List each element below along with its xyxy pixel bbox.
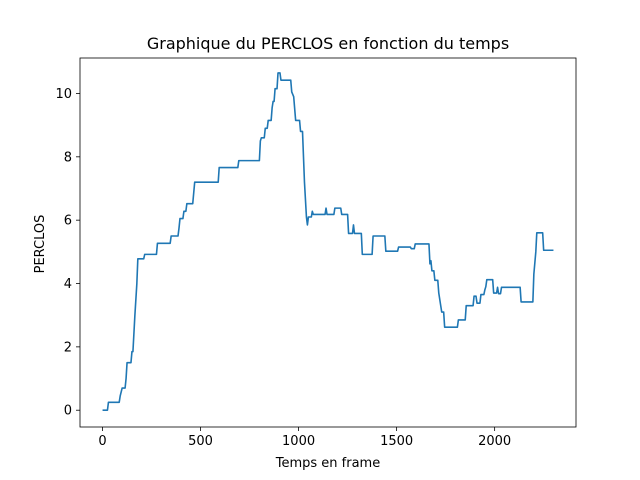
plot-frame	[79, 57, 577, 428]
series-line-0	[102, 72, 554, 412]
x-tick-label: 1500	[380, 434, 413, 449]
y-tick-label: 4	[64, 277, 72, 292]
plot-area: 0 500 1000 1500 2000 0 2 4 6 8 10	[55, 57, 577, 449]
x-tick-label: 1000	[282, 434, 315, 449]
y-tick-label: 0	[64, 404, 72, 419]
y-tick-label: 8	[64, 150, 72, 165]
x-tick-label: 0	[98, 434, 106, 449]
y-tick-label: 10	[55, 87, 72, 102]
y-tick-label: 6	[64, 214, 72, 229]
x-tick-label: 2000	[478, 434, 511, 449]
x-tick-label: 500	[188, 434, 213, 449]
y-tick-label: 2	[64, 340, 72, 355]
x-axis-label: Temps en frame	[275, 456, 380, 471]
chart-title: Graphique du PERCLOS en fonction du temp…	[147, 34, 509, 53]
y-axis-label: PERCLOS	[33, 215, 48, 274]
